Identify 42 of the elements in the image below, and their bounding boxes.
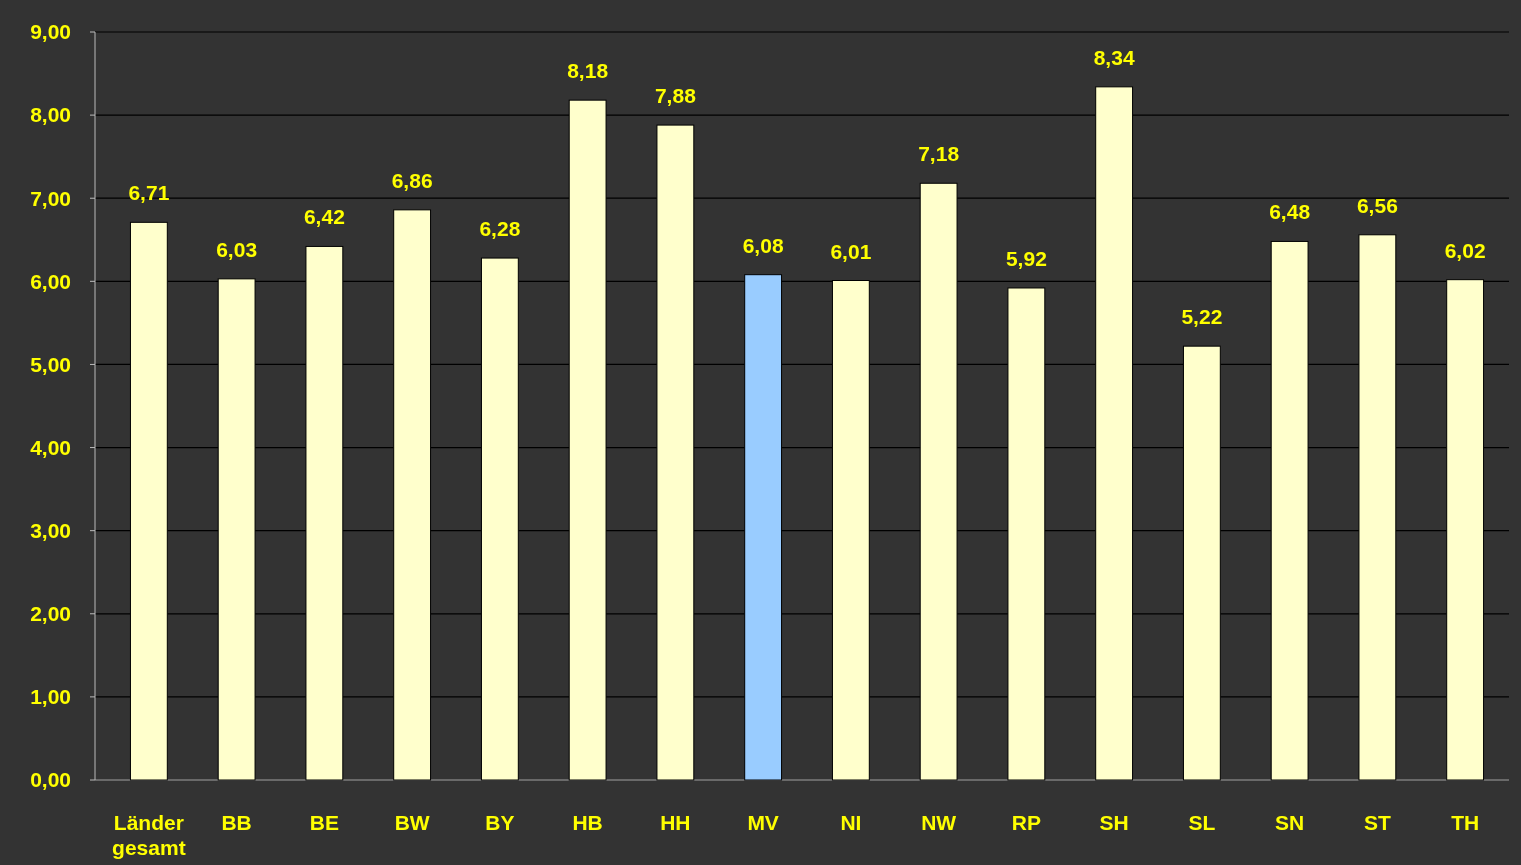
y-tick-label: 0,00 bbox=[30, 768, 71, 792]
x-tick-label: MV bbox=[747, 811, 779, 834]
y-tick-label: 3,00 bbox=[30, 519, 71, 543]
y-tick-label: 5,00 bbox=[30, 352, 71, 376]
y-tick-label: 9,00 bbox=[30, 20, 71, 44]
x-tick-label: SL bbox=[1188, 811, 1216, 834]
data-label: 8,34 bbox=[1093, 45, 1135, 69]
data-label: 6,42 bbox=[303, 205, 345, 229]
data-label: 5,92 bbox=[1005, 246, 1047, 270]
x-tick-label: BY bbox=[485, 811, 515, 834]
x-tick-label: BW bbox=[394, 811, 430, 834]
x-tick-label: NW bbox=[921, 811, 957, 834]
x-tick-label: NI bbox=[840, 811, 862, 834]
data-label: 6,02 bbox=[1444, 238, 1486, 262]
data-label: 6,08 bbox=[742, 233, 784, 257]
y-tick-label: 4,00 bbox=[30, 435, 71, 459]
x-tick-label: TH bbox=[1451, 811, 1480, 834]
y-tick-label: 8,00 bbox=[30, 103, 71, 127]
x-tick-label: HH bbox=[660, 811, 691, 834]
y-tick-label: 7,00 bbox=[30, 186, 71, 210]
x-tick-label: HB bbox=[572, 811, 603, 834]
data-label: 6,56 bbox=[1356, 193, 1398, 217]
data-label: 6,48 bbox=[1269, 200, 1311, 224]
x-tick-label: Länder gesamt bbox=[112, 811, 186, 859]
y-tick-label: 6,00 bbox=[30, 269, 71, 293]
x-tick-label: SN bbox=[1275, 811, 1305, 834]
data-label: 6,01 bbox=[830, 239, 872, 263]
x-tick-label: BE bbox=[309, 811, 339, 834]
data-label: 6,86 bbox=[391, 168, 433, 192]
data-label: 6,71 bbox=[128, 181, 170, 205]
x-tick-label: ST bbox=[1363, 811, 1391, 834]
y-tick-label: 2,00 bbox=[30, 602, 71, 626]
x-tick-label: BB bbox=[221, 811, 252, 834]
x-tick-label: RP bbox=[1011, 811, 1041, 834]
data-label: 8,18 bbox=[567, 59, 609, 83]
data-label: 5,22 bbox=[1181, 305, 1223, 329]
y-tick-label: 1,00 bbox=[30, 685, 71, 709]
data-label: 7,18 bbox=[918, 142, 960, 166]
data-label: 6,28 bbox=[479, 217, 521, 241]
x-tick-label: SH bbox=[1099, 811, 1129, 834]
data-label: 6,03 bbox=[216, 237, 258, 261]
data-label: 7,88 bbox=[654, 84, 697, 108]
